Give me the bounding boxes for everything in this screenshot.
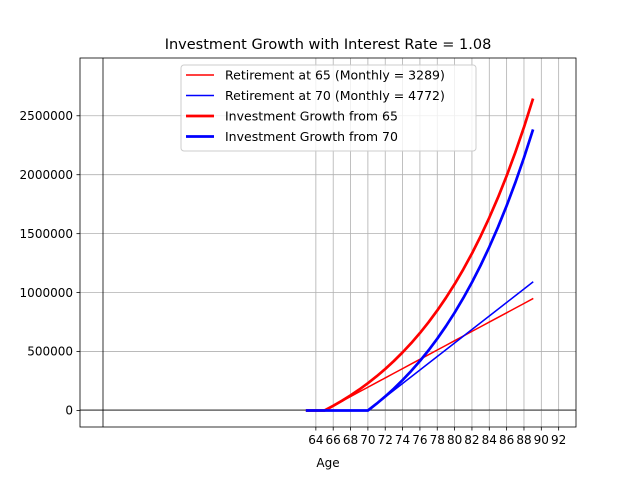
- legend-label: Investment Growth from 70: [225, 129, 398, 144]
- x-tick-label: 86: [499, 433, 514, 447]
- x-axis-label: Age: [316, 456, 339, 470]
- x-tick-label: 76: [412, 433, 427, 447]
- legend-box: [180, 64, 477, 152]
- y-tick-label: 2000000: [20, 168, 73, 182]
- x-tick-label: 88: [516, 433, 531, 447]
- chart-title: Investment Growth with Interest Rate = 1…: [165, 37, 492, 53]
- x-tick-label: 90: [534, 433, 549, 447]
- legend-label: Investment Growth from 65: [225, 109, 398, 124]
- x-tick-label: 80: [447, 433, 462, 447]
- x-tick-label: 92: [551, 433, 566, 447]
- series-lines: [305, 98, 535, 412]
- plot-frame: [79, 57, 577, 428]
- y-tick-label: 1000000: [20, 286, 73, 300]
- x-tick-label: 84: [482, 433, 497, 447]
- x-tick-label: 66: [326, 433, 341, 447]
- x-tick-label: 72: [378, 433, 393, 447]
- series-line-3: [305, 98, 535, 412]
- legend-label: Retirement at 70 (Monthly = 4772): [225, 88, 445, 103]
- y-axis-ticks: 0 500000 1000000 1500000 2000000 2500000: [20, 109, 80, 418]
- x-tick-label: 70: [360, 433, 375, 447]
- y-tick-label: 0: [65, 404, 73, 418]
- series-line-4: [305, 128, 535, 412]
- x-tick-label: 64: [308, 433, 323, 447]
- x-axis-ticks: 64 66 68 70 72 74 76 78 80 82 84 86 88 90 92: [308, 427, 566, 447]
- legend: Retirement at 65 (Monthly = 3289) Retirem…: [180, 64, 477, 152]
- x-tick-label: 82: [464, 433, 479, 447]
- x-tick-label: 68: [343, 433, 358, 447]
- x-tick-label: 74: [395, 433, 410, 447]
- y-tick-label: 2500000: [20, 109, 73, 123]
- legend-label: Retirement at 65 (Monthly = 3289): [225, 68, 445, 83]
- x-tick-label: 78: [430, 433, 445, 447]
- y-tick-label: 1500000: [20, 227, 73, 241]
- y-tick-label: 500000: [27, 345, 73, 359]
